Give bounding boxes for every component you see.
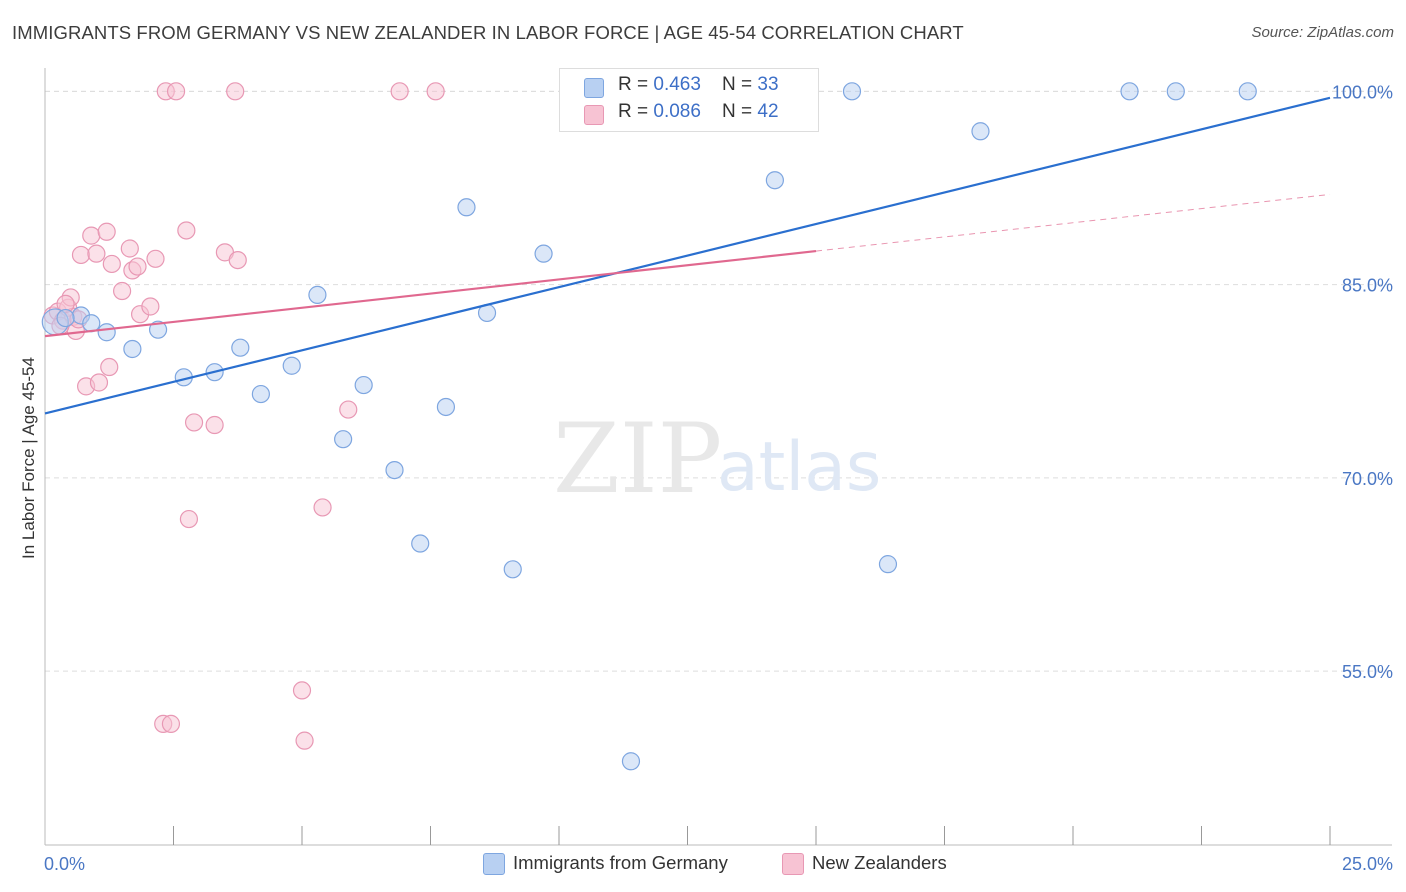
point-nz-12 [97,222,116,241]
grid-lines [45,90,1392,672]
point-nz-15 [112,281,132,301]
y-tick-label-1: 70.0% [1342,469,1393,489]
swatch-blue [584,78,604,98]
swatch-pink [584,105,604,125]
point-nz-16 [120,239,139,258]
stats-legend: R = 0.463 N = 33 R = 0.086 N = 42 [559,68,819,132]
point-germany-26 [878,555,898,574]
point-nz-29 [205,415,224,435]
r-value-nz: 0.086 [653,101,701,122]
point-germany-24 [765,171,784,190]
r-value-germany: 0.463 [653,74,701,95]
point-germany-31 [56,308,75,328]
point-germany-18 [503,560,522,579]
point-germany-25 [842,82,862,101]
point-germany-8 [251,384,270,404]
axes [44,68,1392,846]
source-label: Source: ZipAtlas.com [1251,24,1394,41]
point-nz-32 [228,250,247,270]
point-germany-14 [411,534,430,553]
point-nz-27 [179,509,199,529]
watermark-atlas: atlas [717,428,881,507]
chart-title: IMMIGRANTS FROM GERMANY VS NEW ZEALANDER… [12,22,964,43]
point-germany-16 [457,198,476,217]
point-nz-38 [426,82,445,101]
point-nz-34 [295,731,314,750]
point-nz-18 [128,257,147,276]
point-nz-7 [71,245,91,265]
legend-swatch-blue [483,853,505,875]
legend-swatch-pink [782,853,804,875]
n-value-germany: 33 [757,74,779,95]
legend-label-nz: New Zealanders [812,852,947,873]
point-nz-21 [146,249,165,268]
x-tick-label-0: 0.0% [44,854,85,874]
point-nz-37 [390,82,409,101]
point-nz-13 [100,357,119,377]
point-germany-11 [334,430,353,449]
point-germany-4 [148,320,168,339]
y-tick-label-2: 85.0% [1342,276,1393,296]
point-germany-15 [436,397,456,417]
point-nz-26 [177,221,196,240]
watermark-zip: ZIP [553,403,722,515]
point-nz-25 [166,82,186,101]
point-germany-28 [1120,82,1139,101]
point-germany-32 [82,314,101,333]
y-axis-label: In Labor Force | Age 45-54 [19,357,38,559]
point-germany-13 [385,460,404,480]
trend-lines [44,96,1331,415]
trend-line-nz [44,249,817,338]
point-germany-21 [621,752,641,771]
series-new-zealanders [43,82,445,750]
point-germany-19 [534,244,553,263]
point-nz-20 [141,297,160,316]
point-nz-28 [184,413,204,432]
point-germany-3 [123,339,142,359]
point-nz-36 [339,400,358,419]
point-germany-7 [231,338,250,357]
trend-line-nz-extension [815,193,1331,252]
point-germany-30 [1238,82,1257,101]
point-germany-27 [971,122,990,141]
trend-line-germany [44,96,1331,415]
point-germany-10 [308,285,327,304]
point-germany-29 [1166,82,1185,101]
point-germany-12 [354,375,373,395]
point-germany-9 [282,356,301,375]
point-nz-10 [87,244,106,263]
point-nz-11 [89,373,109,392]
point-germany-2 [97,323,116,342]
stats-text-germany: R = 0.463 N = 33 [618,74,779,95]
point-nz-35 [313,498,332,517]
y-tick-label-3: 100.0% [1332,82,1393,102]
point-nz-24 [161,714,181,733]
watermark: ZIP atlas [553,403,881,515]
point-nz-31 [226,82,245,101]
tick-labels: 55.0% 70.0% 85.0% 100.0% 0.0% 25.0% [44,82,1393,874]
x-tick-label-1: 25.0% [1342,854,1393,874]
y-tick-label-0: 55.0% [1342,662,1393,682]
point-nz-9 [82,226,101,245]
legend-label-germany: Immigrants from Germany [513,852,728,873]
n-value-nz: 42 [757,101,779,122]
point-nz-33 [292,681,312,700]
point-nz-14 [102,254,121,274]
series-legend: Immigrants from Germany New Zealanders [0,850,1406,880]
stats-text-nz: R = 0.086 N = 42 [618,101,779,122]
